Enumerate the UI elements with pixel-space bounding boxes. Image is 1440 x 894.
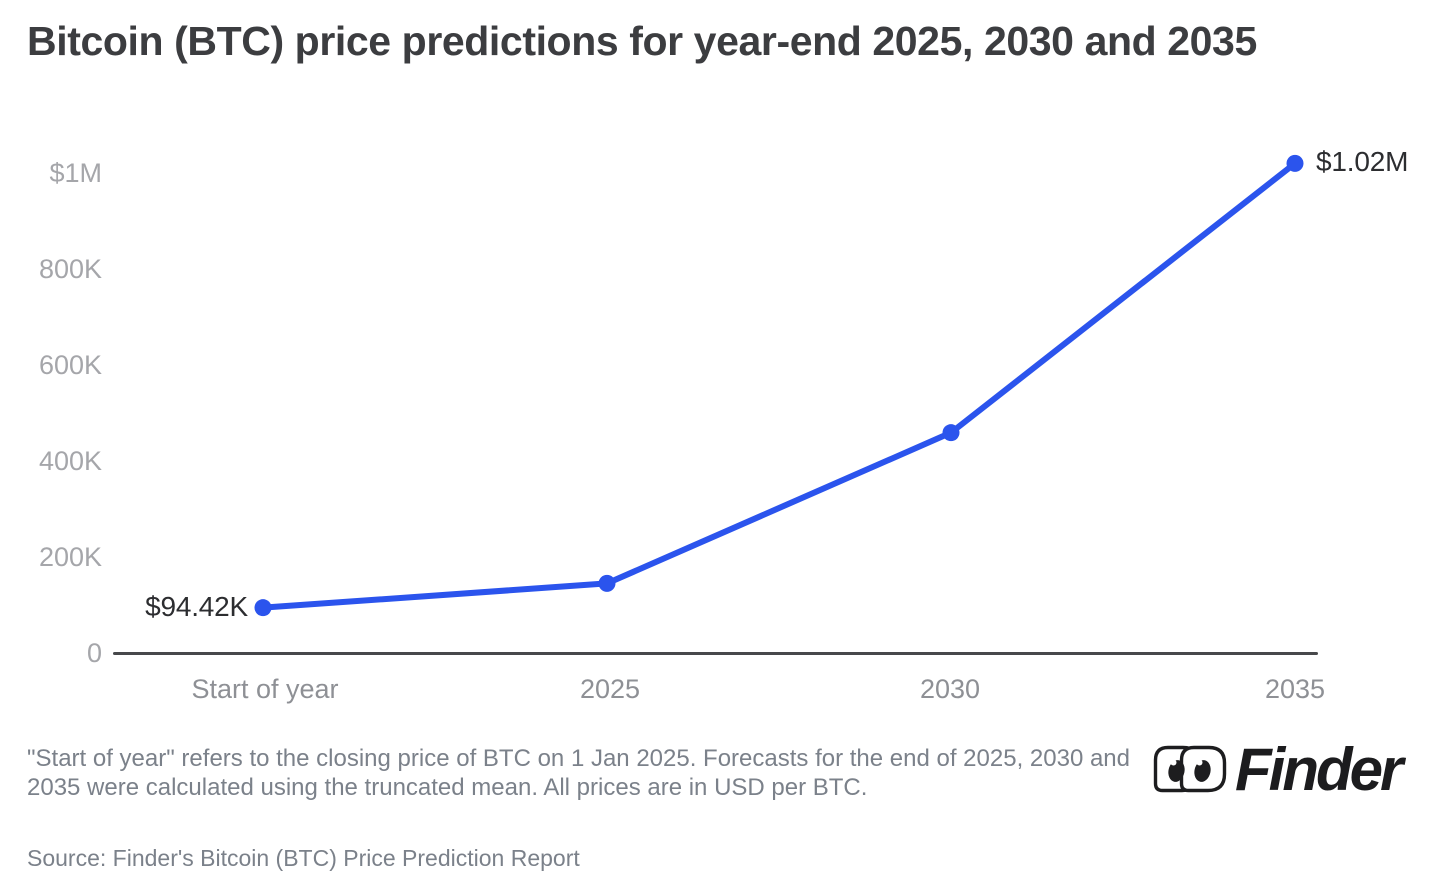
data-points bbox=[254, 154, 1304, 617]
right-pupil bbox=[1194, 760, 1211, 782]
first-point-value-label: $94.42K bbox=[145, 591, 248, 622]
price-line bbox=[260, 160, 1298, 611]
chart-title: Bitcoin (BTC) price predictions for year… bbox=[27, 18, 1257, 64]
source-text: Source: Finder's Bitcoin (BTC) Price Pre… bbox=[27, 845, 580, 871]
y-tick-label: 400K bbox=[38, 446, 102, 476]
left-pupil bbox=[1168, 760, 1185, 782]
x-tick-label: Start of year bbox=[191, 674, 339, 704]
finder-logo-wordmark: Finder bbox=[1235, 736, 1403, 803]
footnote-text: "Start of year" refers to the closing pr… bbox=[27, 745, 1131, 801]
y-tick-label: $1M bbox=[49, 158, 102, 188]
x-tick-label: 2035 bbox=[1264, 674, 1326, 704]
finder-logo-eyes-icon bbox=[1153, 745, 1227, 793]
y-tick-label: 600K bbox=[38, 350, 102, 380]
data-point bbox=[598, 574, 616, 592]
last-point-value-label: $1.02M bbox=[1316, 146, 1409, 177]
data-point bbox=[942, 424, 960, 442]
x-tick-label: 2025 bbox=[579, 674, 641, 704]
data-point bbox=[1286, 154, 1304, 172]
x-tick-label: 2030 bbox=[919, 674, 981, 704]
x-axis-line bbox=[113, 652, 1318, 655]
y-tick-label: 800K bbox=[38, 254, 102, 284]
data-point bbox=[254, 599, 272, 617]
y-tick-label: 0 bbox=[86, 638, 102, 668]
finder-logo: Finder bbox=[1153, 736, 1403, 803]
y-tick-label: 200K bbox=[38, 542, 102, 572]
